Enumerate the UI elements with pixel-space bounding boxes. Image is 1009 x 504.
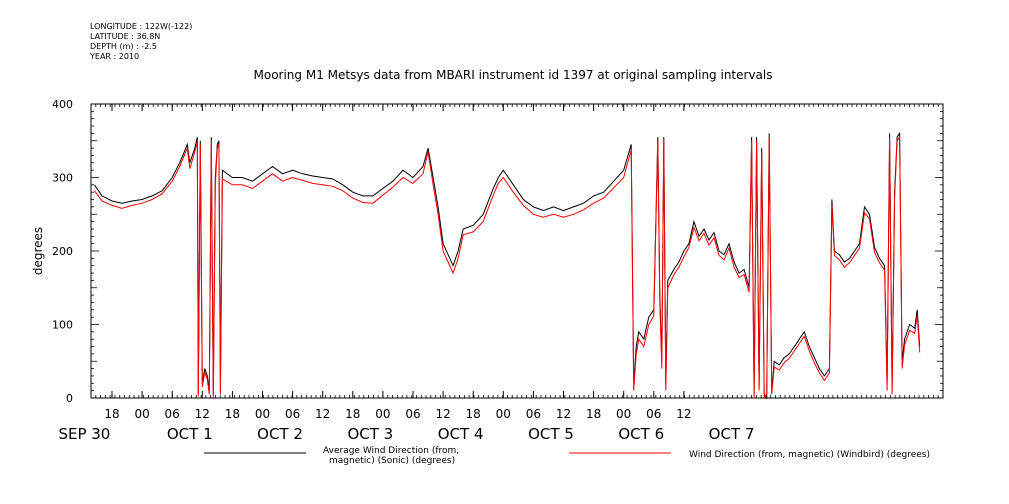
x-tick-label: 00: [375, 407, 390, 421]
x-tick-label: 18: [586, 407, 601, 421]
longitude-text: LONGITUDE : 122W(-122): [90, 22, 193, 31]
x-tick-label: 12: [676, 407, 691, 421]
x-tick-label: 12: [556, 407, 571, 421]
x-tick-label: 00: [496, 407, 511, 421]
x-tick-label: 00: [255, 407, 270, 421]
chart-title: Mooring M1 Metsys data from MBARI instru…: [253, 68, 773, 82]
metadata-block: LONGITUDE : 122W(-122) LATITUDE : 36.8N …: [90, 22, 192, 62]
x-day-label: OCT 5: [528, 425, 574, 443]
depth-text: DEPTH (m) : -2.5: [90, 42, 157, 51]
legend-sonic-line-1: Average Wind Direction (from,: [323, 446, 460, 456]
x-tick-label: 00: [616, 407, 631, 421]
y-axis-label: degrees: [31, 227, 45, 275]
legend-sonic-line-2: magnetic) (Sonic) (degrees): [329, 456, 456, 466]
y-tick-label: 300: [52, 172, 73, 185]
legend-label-windbird: Wind Direction (from, magnetic) (Windbir…: [689, 450, 930, 460]
series-line-sonic: [93, 131, 921, 400]
x-tick-label: 06: [285, 407, 300, 421]
y-tick-label: 0: [66, 392, 73, 405]
x-day-label: OCT 6: [618, 425, 664, 443]
year-text: YEAR : 2010: [90, 52, 140, 61]
latitude-text: LATITUDE : 36.8N: [90, 32, 161, 41]
legend-label-sonic: Average Wind Direction (from, magnetic) …: [323, 446, 459, 466]
x-tick-label: 06: [165, 407, 180, 421]
x-day-label: OCT 3: [347, 425, 393, 443]
x-tick-label: 00: [134, 407, 149, 421]
y-tick-label: 400: [52, 98, 73, 111]
x-tick-label: 06: [526, 407, 541, 421]
x-tick-label: 06: [646, 407, 661, 421]
x-tick-label: 06: [405, 407, 420, 421]
x-day-label: OCT 4: [438, 425, 484, 443]
y-tick-label: 200: [52, 245, 73, 258]
x-day-label: OCT 7: [709, 425, 755, 443]
legend-windbird-line-1: Wind Direction (from, magnetic) (Windbir…: [689, 450, 930, 460]
x-tick-label: 18: [345, 407, 360, 421]
x-tick-label: 18: [104, 407, 119, 421]
series-line-windbird: [93, 135, 921, 400]
x-tick-label: 12: [195, 407, 210, 421]
x-tick-label: 18: [466, 407, 481, 421]
x-day-label: OCT 2: [257, 425, 303, 443]
x-tick-label: 18: [225, 407, 240, 421]
x-day-label: SEP 30: [58, 425, 110, 443]
y-tick-label: 100: [52, 319, 73, 332]
x-tick-label: 12: [315, 407, 330, 421]
x-tick-label: 12: [435, 407, 450, 421]
x-day-label: OCT 1: [167, 425, 213, 443]
